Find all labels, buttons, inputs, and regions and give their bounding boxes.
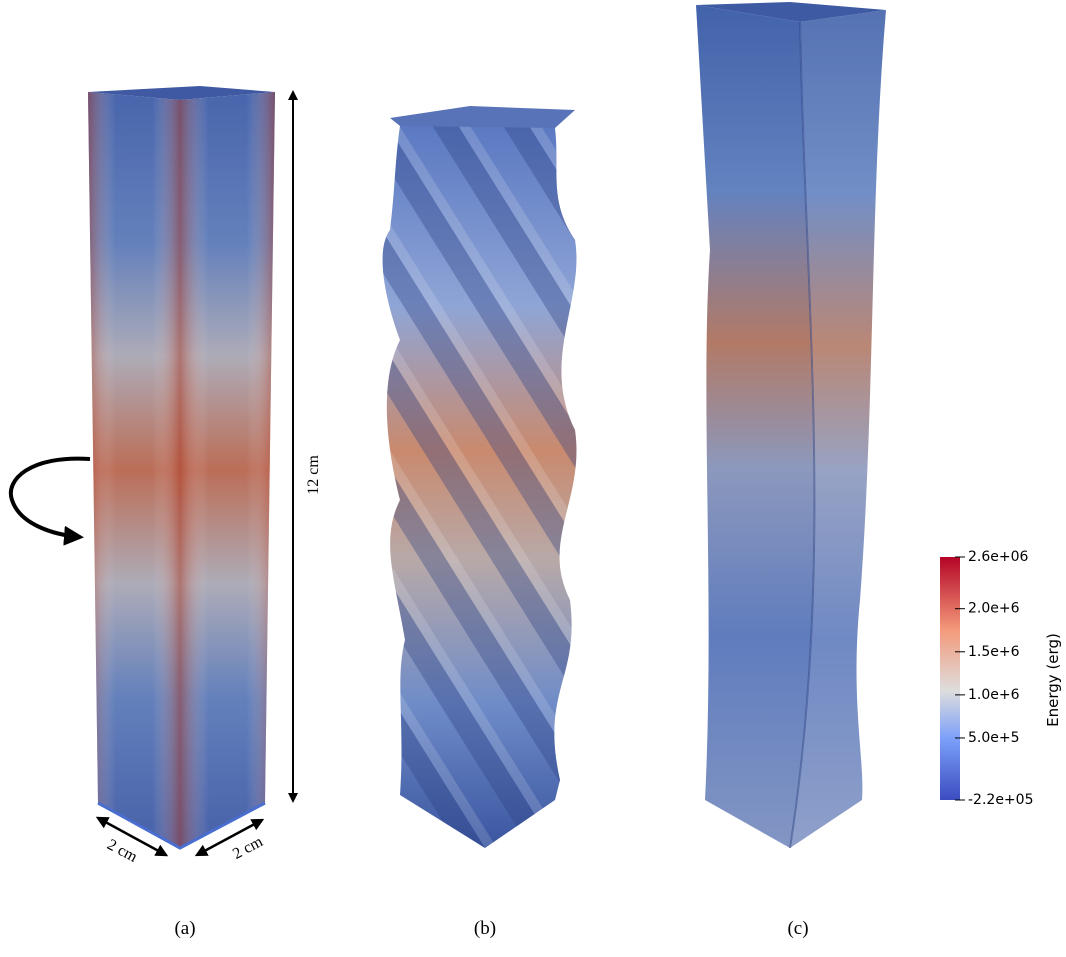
twist-arrow — [11, 459, 90, 537]
panel-label: (c) — [787, 918, 808, 939]
figure: 12 cm 2 cm 2 cm 2.6e+06 2.0e+6 1.5e+6 1.0e+… — [0, 0, 1066, 957]
column-b — [383, 106, 577, 848]
colorbar — [940, 557, 960, 800]
column-a — [88, 86, 275, 848]
colorbar-tick-label: -2.2e+05 — [968, 792, 1033, 808]
width-label: 2 cm — [104, 836, 140, 866]
colorbar-tick-label: 2.6e+06 — [968, 549, 1029, 565]
panel-label: (b) — [474, 918, 496, 939]
colorbar-tick-label: 5.0e+5 — [968, 730, 1020, 746]
panel-label: (a) — [174, 918, 195, 939]
colorbar-ticks: 2.6e+06 2.0e+6 1.5e+6 1.0e+6 5.0e+5 -2.2e+05 — [955, 549, 1033, 808]
column-c — [696, 2, 886, 848]
colorbar-tick-label: 2.0e+6 — [968, 601, 1020, 617]
colorbar-tick-label: 1.0e+6 — [968, 687, 1020, 703]
depth-label: 2 cm — [230, 833, 266, 863]
height-label: 12 cm — [305, 455, 322, 495]
colorbar-tick-label: 1.5e+6 — [968, 644, 1020, 660]
colorbar-title: Energy (erg) — [1044, 633, 1062, 727]
